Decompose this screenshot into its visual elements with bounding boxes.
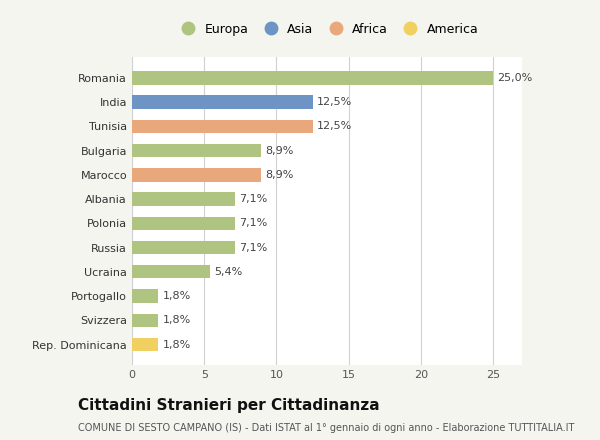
Text: 8,9%: 8,9% bbox=[265, 146, 293, 156]
Bar bbox=[132, 144, 260, 157]
Text: 1,8%: 1,8% bbox=[163, 291, 191, 301]
Bar bbox=[132, 338, 158, 351]
Bar bbox=[132, 216, 235, 230]
Text: 7,1%: 7,1% bbox=[239, 194, 267, 204]
Bar bbox=[132, 71, 493, 84]
Bar bbox=[132, 290, 158, 303]
Text: Cittadini Stranieri per Cittadinanza: Cittadini Stranieri per Cittadinanza bbox=[78, 398, 380, 413]
Text: 12,5%: 12,5% bbox=[317, 121, 352, 132]
Text: 5,4%: 5,4% bbox=[214, 267, 242, 277]
Text: 8,9%: 8,9% bbox=[265, 170, 293, 180]
Text: 1,8%: 1,8% bbox=[163, 315, 191, 325]
Text: 1,8%: 1,8% bbox=[163, 340, 191, 349]
Text: 25,0%: 25,0% bbox=[497, 73, 533, 83]
Bar bbox=[132, 241, 235, 254]
Text: COMUNE DI SESTO CAMPANO (IS) - Dati ISTAT al 1° gennaio di ogni anno - Elaborazi: COMUNE DI SESTO CAMPANO (IS) - Dati ISTA… bbox=[78, 423, 574, 433]
Bar bbox=[132, 95, 313, 109]
Bar bbox=[132, 120, 313, 133]
Bar bbox=[132, 265, 210, 279]
Text: 7,1%: 7,1% bbox=[239, 218, 267, 228]
Text: 12,5%: 12,5% bbox=[317, 97, 352, 107]
Text: 7,1%: 7,1% bbox=[239, 242, 267, 253]
Bar bbox=[132, 168, 260, 182]
Bar bbox=[132, 192, 235, 206]
Legend: Europa, Asia, Africa, America: Europa, Asia, Africa, America bbox=[173, 20, 481, 38]
Bar bbox=[132, 314, 158, 327]
